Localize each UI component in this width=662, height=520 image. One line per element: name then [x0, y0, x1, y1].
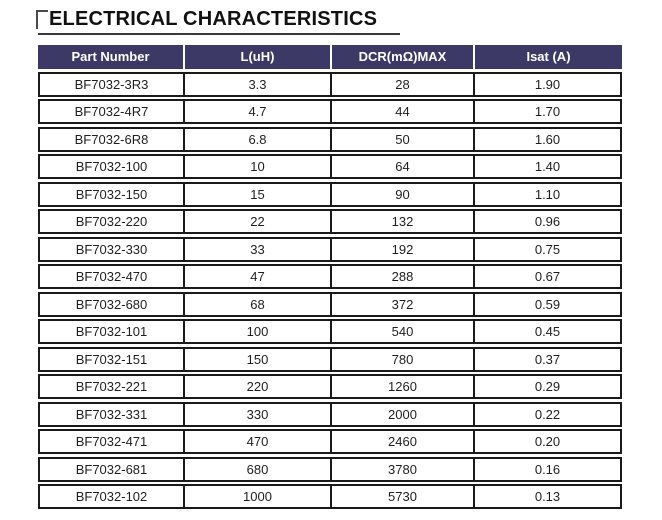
cell-inductance: 470 [183, 431, 330, 452]
cell-dcr-max: 2460 [330, 431, 473, 452]
cell-isat: 0.45 [473, 321, 620, 342]
cell-inductance: 1000 [183, 486, 330, 507]
cell-part-number: BF7032-471 [75, 434, 148, 449]
cell-dcr-max: 90 [330, 183, 473, 205]
table-row: BF7032-6R8 6.8 50 1.60 [38, 126, 622, 152]
cell-inductance: 47 [183, 266, 330, 287]
cell-dcr-max: 780 [330, 348, 473, 370]
table-row: BF7032-470 47 288 0.67 [38, 264, 622, 289]
cell-part-number: BF7032-3R3 [74, 76, 149, 92]
table-row: BF7032-331 330 2000 0.22 [38, 401, 622, 427]
electrical-characteristics-table: Part Number L(uH) DCR(mΩ)MAX Isat (A) BF… [38, 45, 622, 509]
cell-inductance: 100 [183, 321, 330, 342]
cell-isat: 1.10 [473, 183, 620, 205]
cell-isat: 0.29 [473, 376, 620, 397]
cell-isat: 0.20 [473, 431, 620, 452]
cell-inductance: 150 [183, 348, 330, 370]
cell-part-number: BF7032-151 [75, 351, 148, 367]
cell-isat: 0.75 [473, 238, 620, 260]
cell-inductance: 6.8 [183, 128, 330, 150]
cell-isat: 0.16 [473, 458, 620, 480]
table-row: BF7032-3R3 3.3 28 1.90 [38, 71, 622, 97]
cell-dcr-max: 50 [330, 128, 473, 150]
table-row: BF7032-101 100 540 0.45 [38, 319, 622, 344]
cell-dcr-max: 1260 [330, 376, 473, 397]
cell-isat: 0.67 [473, 266, 620, 287]
cell-part-number: BF7032-100 [75, 159, 148, 174]
table-row: BF7032-221 220 1260 0.29 [38, 374, 622, 399]
cell-dcr-max: 2000 [330, 403, 473, 425]
cell-inductance: 220 [183, 376, 330, 397]
table-row: BF7032-681 680 3780 0.16 [38, 456, 622, 482]
cell-dcr-max: 5730 [330, 486, 473, 507]
cell-part-number: BF7032-330 [75, 241, 148, 257]
cell-inductance: 68 [183, 293, 330, 315]
cell-part-number: BF7032-101 [75, 324, 148, 339]
cell-inductance: 680 [183, 458, 330, 480]
cell-dcr-max: 132 [330, 211, 473, 232]
table-row: BF7032-680 68 372 0.59 [38, 291, 622, 317]
page-title: ELECTRICAL CHARACTERISTICS [49, 8, 378, 30]
corner-bracket-icon [36, 10, 48, 29]
table-row: BF7032-471 470 2460 0.20 [38, 429, 622, 454]
cell-inductance: 3.3 [183, 73, 330, 95]
cell-part-number: BF7032-6R8 [74, 131, 149, 147]
cell-dcr-max: 28 [330, 73, 473, 95]
table-header-row: Part Number L(uH) DCR(mΩ)MAX Isat (A) [38, 45, 622, 69]
cell-dcr-max: 64 [330, 156, 473, 177]
cell-isat: 0.59 [473, 293, 620, 315]
table-row: BF7032-220 22 132 0.96 [38, 209, 622, 234]
cell-isat: 1.70 [473, 101, 620, 122]
cell-isat: 1.90 [473, 73, 620, 95]
cell-part-number: BF7032-220 [75, 214, 148, 229]
cell-dcr-max: 192 [330, 238, 473, 260]
column-header-inductance: L(uH) [183, 45, 330, 69]
cell-part-number: BF7032-331 [75, 406, 148, 422]
cell-isat: 1.40 [473, 156, 620, 177]
table-row: BF7032-4R7 4.7 44 1.70 [38, 99, 622, 124]
cell-isat: 0.22 [473, 403, 620, 425]
section-title-block: ELECTRICAL CHARACTERISTICS [36, 6, 377, 32]
cell-part-number: BF7032-681 [75, 461, 148, 477]
cell-inductance: 330 [183, 403, 330, 425]
cell-inductance: 33 [183, 238, 330, 260]
cell-dcr-max: 372 [330, 293, 473, 315]
cell-dcr-max: 44 [330, 101, 473, 122]
cell-part-number: BF7032-680 [75, 296, 148, 312]
cell-part-number: BF7032-150 [75, 186, 148, 202]
table-row: BF7032-150 15 90 1.10 [38, 181, 622, 207]
cell-dcr-max: 540 [330, 321, 473, 342]
table-row: BF7032-330 33 192 0.75 [38, 236, 622, 262]
cell-inductance: 10 [183, 156, 330, 177]
cell-inductance: 4.7 [183, 101, 330, 122]
table-row: BF7032-151 150 780 0.37 [38, 346, 622, 372]
cell-part-number: BF7032-102 [75, 489, 148, 504]
cell-inductance: 15 [183, 183, 330, 205]
cell-inductance: 22 [183, 211, 330, 232]
cell-part-number: BF7032-4R7 [74, 104, 149, 119]
cell-isat: 0.96 [473, 211, 620, 232]
cell-dcr-max: 3780 [330, 458, 473, 480]
table-body: BF7032-3R3 3.3 28 1.90 BF7032-4R7 4.7 44… [38, 71, 622, 509]
cell-isat: 0.13 [473, 486, 620, 507]
cell-dcr-max: 288 [330, 266, 473, 287]
column-header-isat: Isat (A) [473, 45, 622, 69]
cell-isat: 0.37 [473, 348, 620, 370]
cell-part-number: BF7032-470 [75, 269, 148, 284]
cell-part-number: BF7032-221 [75, 379, 148, 394]
title-underline [38, 33, 400, 35]
column-header-dcr-max: DCR(mΩ)MAX [330, 45, 473, 69]
column-header-part-number: Part Number [38, 45, 183, 69]
table-row: BF7032-100 10 64 1.40 [38, 154, 622, 179]
table-row: BF7032-102 1000 5730 0.13 [38, 484, 622, 509]
cell-isat: 1.60 [473, 128, 620, 150]
